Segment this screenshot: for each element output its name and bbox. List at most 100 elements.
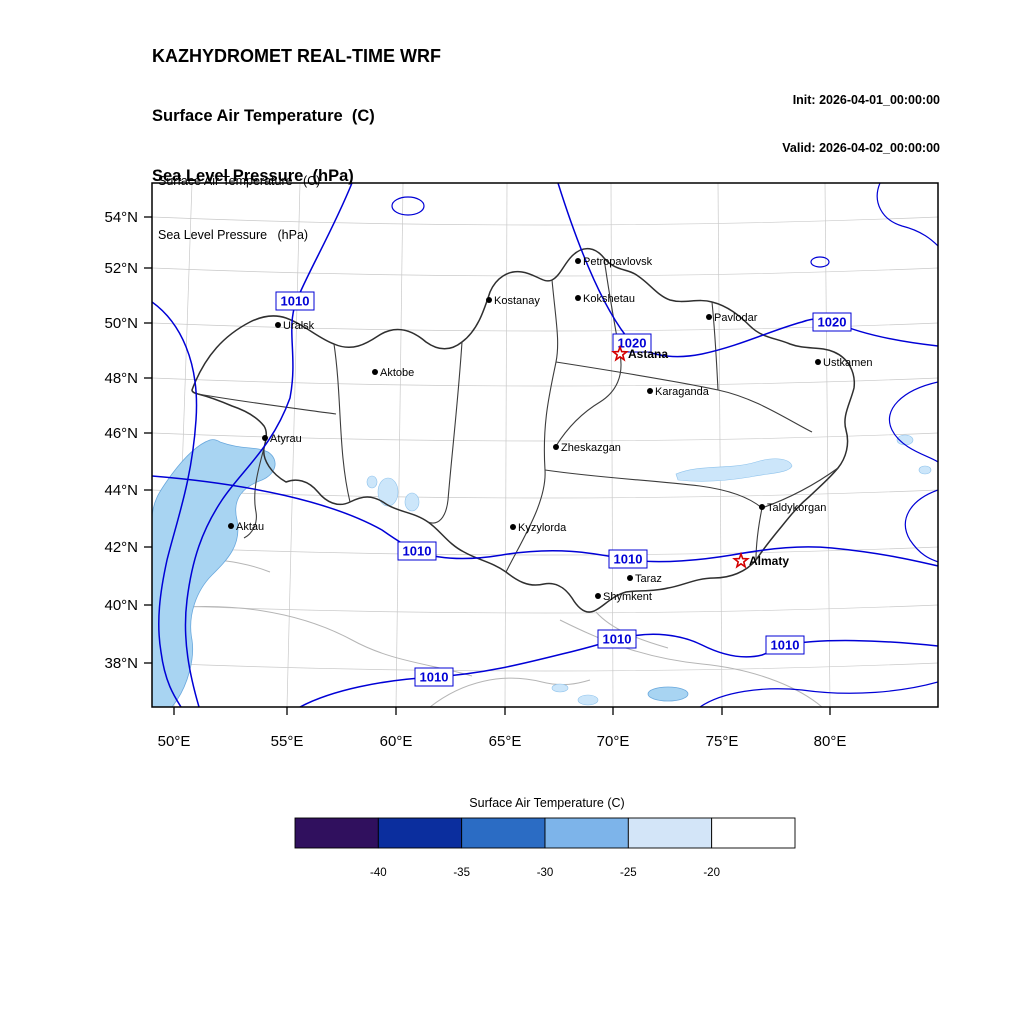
graticule-meridian	[286, 183, 301, 707]
y-axis-label: 44°N	[104, 482, 138, 499]
lake-issyk-kul	[647, 686, 689, 702]
colorbar-title: Surface Air Temperature (C)	[469, 796, 624, 810]
map-background	[152, 183, 938, 707]
graticule-meridian	[824, 183, 831, 707]
graticule-meridian	[717, 183, 723, 707]
page-subtitle-pressure: Sea Level Pressure (hPa)	[152, 167, 354, 185]
city-taldykorgan-marker	[759, 504, 765, 510]
city-kokshetau-label: Kokshetau	[583, 293, 635, 305]
kazakhstan-borders-layer	[191, 247, 856, 613]
pressure-contour	[876, 183, 938, 247]
colorbar-tick-label: -20	[703, 867, 720, 879]
pressure-label-box	[275, 291, 315, 311]
colorbar-tick-label: -25	[620, 867, 637, 879]
colorbar-segment	[544, 817, 629, 849]
graticule-layer	[152, 183, 938, 707]
graticule-parallel	[152, 546, 938, 556]
map-caption-temperature: Surface Air Temperature (C)	[158, 174, 321, 188]
aral-sea	[377, 477, 399, 507]
x-axis-label: 65°E	[489, 733, 522, 750]
city-shymkent-label: Shymkent	[603, 591, 652, 603]
graticule-parallel	[152, 489, 938, 499]
y-axis-label: 54°N	[104, 209, 138, 226]
city-zheskazgan-marker	[553, 444, 559, 450]
city-pavlodar-label: Pavlodar	[714, 312, 758, 324]
water-layer	[152, 434, 932, 707]
city-zheskazgan-label: Zheskazgan	[561, 442, 621, 454]
city-pavlodar-marker	[706, 314, 712, 320]
pressure-label-box	[608, 549, 648, 569]
city-ustkamen-marker	[815, 359, 821, 365]
foreign-border	[152, 606, 473, 677]
city-taldykorgan-label: Taldykorgan	[767, 502, 826, 514]
city-kostanay-marker	[486, 297, 492, 303]
city-uralsk-label: Uralsk	[283, 320, 315, 332]
colorbar-tick-label: -30	[537, 867, 554, 879]
pressure-label: 1010	[771, 638, 800, 653]
graticule-meridian	[395, 183, 404, 707]
aral-sea-east	[404, 492, 420, 512]
pressure-label: 1010	[281, 294, 310, 309]
graticule-parallel	[152, 604, 938, 614]
oblast-border	[761, 467, 839, 509]
city-aktobe-label: Aktobe	[380, 367, 414, 379]
pressure-label: 1010	[403, 544, 432, 559]
lake-balkhash	[675, 458, 793, 482]
city-atyrau-label: Atyrau	[270, 433, 302, 445]
pressure-contour-closed	[810, 256, 830, 268]
small-lake	[366, 475, 378, 489]
axis-layer: 54°N 52°N 50°N 48°N 46°N 44°N 42°N 40°N 38°N 50°E…	[104, 209, 846, 750]
pressure-label: 1010	[603, 632, 632, 647]
pressure-label-box	[765, 635, 805, 655]
city-karaganda-marker	[647, 388, 653, 394]
city-kostanay-label: Kostanay	[494, 295, 540, 307]
map-frame	[151, 182, 939, 708]
oblast-border	[555, 257, 622, 447]
pressure-contour	[699, 681, 938, 707]
y-axis-label: 50°N	[104, 315, 138, 332]
city-kyzylorda-marker	[510, 524, 516, 530]
cold-patch	[551, 683, 569, 693]
oblast-border	[243, 447, 265, 539]
x-axis-label: 80°E	[814, 733, 847, 750]
kazakhstan-border	[191, 247, 856, 613]
city-astana-star-icon	[611, 344, 629, 362]
pressure-label: 1020	[618, 336, 647, 351]
pressure-label: 1010	[420, 670, 449, 685]
city-kyzylorda-label: Kyzylorda	[518, 522, 567, 534]
colorbar: Surface Air Temperature (C) -40 -35 -30 -25…	[294, 796, 796, 879]
pressure-label-layer: 1010 1020 1020 1010 1010 1010 1010 1010	[275, 291, 852, 687]
caspian-sea	[152, 439, 276, 707]
oblast-border	[755, 507, 763, 561]
header-title-block: KAZHYDROMET REAL-TIME WRF Surface Air Te…	[152, 8, 441, 224]
graticule-parallel	[152, 662, 938, 672]
colorbar-segment	[711, 817, 796, 849]
city-petropavlovsk-marker	[575, 258, 581, 264]
init-time-label: Init: 2026-04-01_00:00:00	[792, 93, 940, 107]
oblast-border	[427, 341, 463, 524]
city-aktobe-marker	[372, 369, 378, 375]
colorbar-segment	[461, 817, 546, 849]
pressure-label-box	[414, 667, 454, 687]
graticule-meridian	[610, 183, 614, 707]
city-uralsk-marker	[275, 322, 281, 328]
graticule-parallel	[152, 267, 938, 277]
y-axis-label: 48°N	[104, 370, 138, 387]
city-aktau-marker	[228, 523, 234, 529]
city-kokshetau-marker	[575, 295, 581, 301]
foreign-border	[559, 619, 823, 707]
y-axis-label: 38°N	[104, 655, 138, 672]
colorbar-segment	[294, 817, 379, 849]
city-shymkent-marker	[595, 593, 601, 599]
colorbar-tick-label: -35	[453, 867, 470, 879]
x-axis-label: 55°E	[271, 733, 304, 750]
oblast-border	[505, 279, 559, 573]
city-taraz-label: Taraz	[635, 573, 662, 585]
colorbar-segment	[627, 817, 713, 849]
city-almaty-star-icon	[732, 551, 750, 569]
city-almaty-label: Almaty	[749, 554, 789, 568]
x-axis-label: 70°E	[597, 733, 630, 750]
page-subtitle-temperature: Surface Air Temperature (C)	[152, 107, 375, 125]
cold-patch	[918, 465, 932, 475]
